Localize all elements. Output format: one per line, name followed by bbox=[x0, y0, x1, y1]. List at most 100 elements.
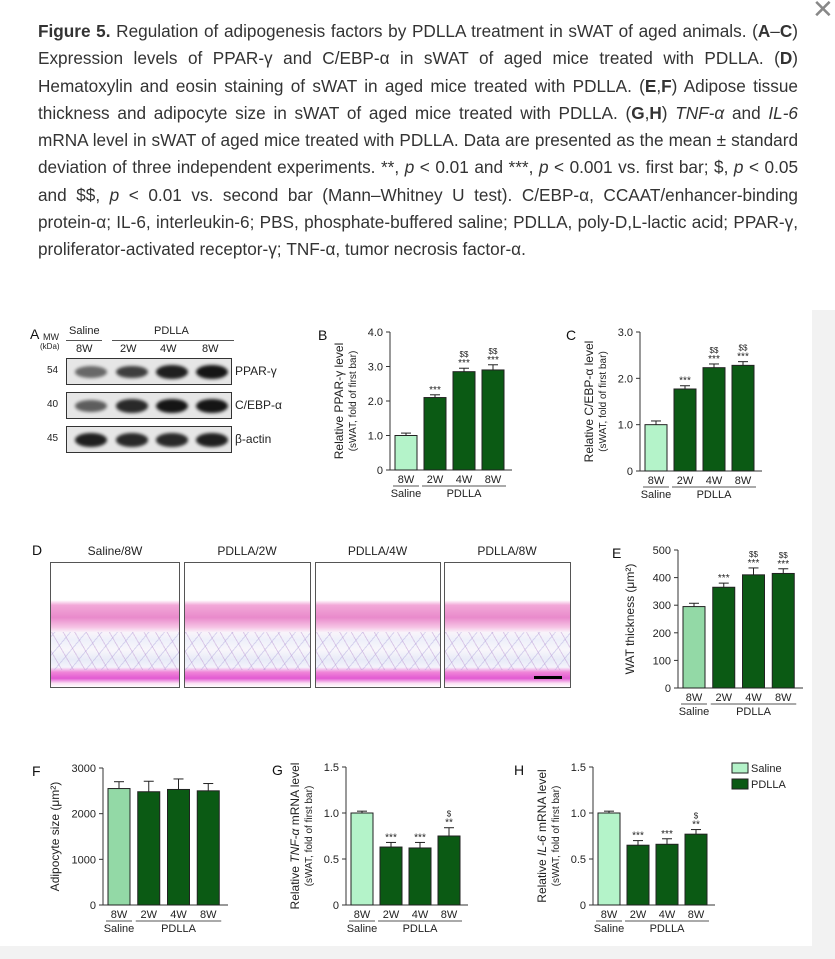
x-tick-label: 8W bbox=[398, 474, 415, 486]
significance-stars: *** bbox=[661, 829, 673, 840]
caption-segment: Figure 5. bbox=[38, 21, 111, 41]
x-tick-label: 8W bbox=[648, 475, 665, 487]
y-axis-label-part: Adipocyte size (μm²) bbox=[48, 782, 62, 892]
caption-segment: , bbox=[644, 102, 650, 123]
protein-band bbox=[75, 433, 107, 447]
caption-segment: C bbox=[779, 21, 793, 41]
x-tick-label: 8W bbox=[485, 474, 502, 486]
protein-band bbox=[75, 366, 107, 378]
significance-stars: *** bbox=[777, 559, 789, 570]
group-label-pdlla: PDLLA bbox=[154, 325, 189, 337]
caption-segment: IL-6 bbox=[768, 102, 798, 123]
x-tick-label: 4W bbox=[170, 909, 187, 921]
y-tick-label: 400 bbox=[653, 573, 671, 585]
x-tick-label: 8W bbox=[735, 475, 752, 487]
bar bbox=[771, 572, 795, 689]
x-tick-label: 8W bbox=[688, 909, 705, 921]
panel-letter: B bbox=[318, 327, 327, 343]
bar bbox=[481, 369, 505, 471]
protein-band bbox=[156, 365, 188, 379]
panel-letter: A bbox=[30, 326, 40, 342]
caption-segment: TNF-α bbox=[675, 102, 725, 123]
caption-segment: H bbox=[649, 102, 662, 123]
histology-image bbox=[444, 562, 571, 688]
caption-segment: < 0.01 vs. second bar (Mann–Whitney U te… bbox=[38, 184, 798, 260]
caption-segment: p bbox=[109, 184, 120, 205]
panel-letter: H bbox=[514, 762, 524, 778]
significance-stars: *** bbox=[718, 573, 730, 584]
y-tick-label: 0 bbox=[377, 465, 383, 477]
y-tick-label: 2.0 bbox=[368, 396, 383, 408]
y-axis-label-part: Relative bbox=[535, 856, 549, 903]
protein-band bbox=[116, 399, 148, 413]
bar bbox=[655, 843, 679, 906]
caption-segment: G bbox=[631, 102, 645, 123]
x-tick-label: 2W bbox=[141, 909, 158, 921]
protein-band bbox=[116, 365, 148, 379]
lane-label: 2W bbox=[120, 343, 137, 355]
blot-strip bbox=[66, 392, 232, 419]
x-tick-label: 8W bbox=[111, 909, 128, 921]
y-axis-label-part: Relative bbox=[288, 863, 302, 910]
group-label: PDLLA bbox=[697, 489, 733, 501]
y-axis-label-part: TNF-α bbox=[288, 827, 302, 862]
kda-label: (kDa) bbox=[40, 342, 60, 351]
bar bbox=[137, 791, 161, 906]
caption-segment: p bbox=[404, 157, 415, 178]
x-tick-label: 4W bbox=[745, 692, 762, 704]
protein-band bbox=[156, 433, 188, 447]
y-tick-label: 0 bbox=[333, 900, 339, 912]
caption-segment: p bbox=[538, 157, 549, 178]
significance-dollars: $ bbox=[694, 812, 699, 821]
y-axis-label: Relative TNF-α mRNA level bbox=[288, 763, 302, 910]
lane-label: 8W bbox=[202, 343, 219, 355]
bar bbox=[394, 435, 418, 471]
x-tick-label: 2W bbox=[427, 474, 444, 486]
caption-segment: < 0.05 and $$, bbox=[38, 157, 799, 205]
x-tick-label: 8W bbox=[441, 909, 458, 921]
group-label: PDLLA bbox=[650, 923, 686, 935]
group-label: Saline bbox=[679, 706, 710, 718]
caption-segment: ) bbox=[661, 102, 676, 123]
group-label: Saline bbox=[104, 923, 135, 935]
y-axis-label: Adipocyte size (μm²) bbox=[48, 782, 62, 892]
bar bbox=[196, 790, 220, 906]
y-axis-label: Relative C/EBP-α level bbox=[582, 341, 596, 463]
lane-label: 8W bbox=[76, 343, 93, 355]
y-axis-label-part: mRNA level bbox=[288, 763, 302, 829]
lane-label: 4W bbox=[160, 343, 177, 355]
group-label: Saline bbox=[641, 489, 672, 501]
caption-segment: E bbox=[644, 75, 657, 96]
scale-bar bbox=[534, 676, 562, 679]
group-label: PDLLA bbox=[447, 488, 483, 500]
x-tick-label: 4W bbox=[412, 909, 429, 921]
panel-letter: E bbox=[612, 545, 621, 561]
bar bbox=[682, 606, 706, 689]
x-tick-label: 2W bbox=[677, 475, 694, 487]
y-tick-label: 1.0 bbox=[618, 420, 633, 432]
x-tick-label: 8W bbox=[200, 909, 217, 921]
y-tick-label: 2000 bbox=[72, 809, 96, 821]
significance-dollars: $$ bbox=[749, 550, 758, 559]
group-label: PDLLA bbox=[161, 923, 197, 935]
significance-stars: *** bbox=[737, 352, 749, 363]
significance-stars: *** bbox=[679, 376, 691, 387]
viewer-background bbox=[812, 310, 835, 959]
y-axis-label-part: IL-6 bbox=[535, 835, 549, 856]
x-tick-label: 2W bbox=[383, 909, 400, 921]
histology-image bbox=[315, 562, 441, 688]
y-tick-label: 3000 bbox=[72, 763, 96, 775]
group-label: Saline bbox=[391, 488, 422, 500]
caption-segment: mRNA level in sWAT of aged mice treated … bbox=[38, 130, 798, 178]
x-tick-label: 2W bbox=[716, 692, 733, 704]
close-icon[interactable]: ✕ bbox=[812, 0, 834, 24]
significance-stars: ** bbox=[692, 820, 700, 831]
group-label: Saline bbox=[347, 923, 378, 935]
mw-value: 54 bbox=[47, 365, 59, 376]
y-axis-label: Relative PPAR-γ level bbox=[332, 343, 346, 459]
y-tick-label: 2.0 bbox=[618, 373, 633, 385]
x-tick-label: 8W bbox=[601, 909, 618, 921]
y-tick-label: 1.5 bbox=[571, 762, 586, 774]
protein-band bbox=[196, 399, 228, 413]
y-tick-label: 1000 bbox=[72, 854, 96, 866]
